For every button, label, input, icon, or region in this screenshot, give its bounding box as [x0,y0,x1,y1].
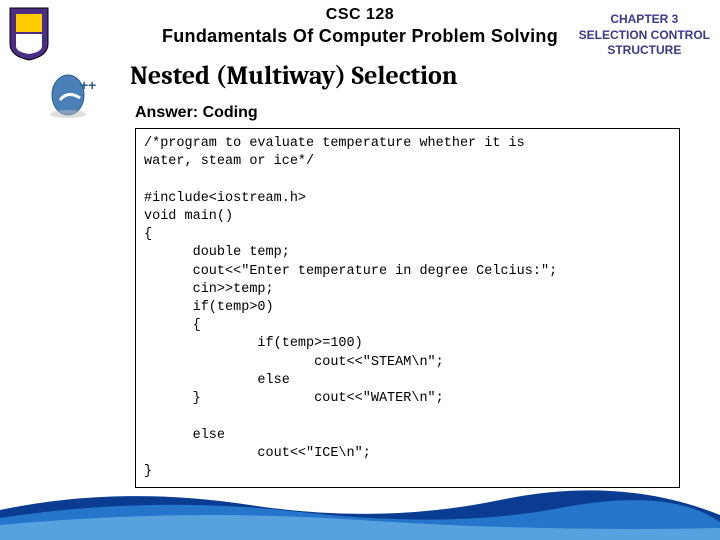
footer-wave-decoration [0,480,720,540]
chapter-line: SELECTION CONTROL [579,28,710,44]
cpp-logo-icon: ++ [50,70,110,120]
chapter-line: STRUCTURE [579,43,710,59]
chapter-line: CHAPTER 3 [579,12,710,28]
chapter-label: CHAPTER 3 SELECTION CONTROL STRUCTURE [579,12,710,59]
code-block: /*program to evaluate temperature whethe… [135,128,680,488]
university-logo [6,4,52,62]
svg-text:++: ++ [80,77,96,93]
answer-label: Answer: Coding [135,104,720,122]
section-title: Nested (Multiway) Selection [130,61,720,91]
